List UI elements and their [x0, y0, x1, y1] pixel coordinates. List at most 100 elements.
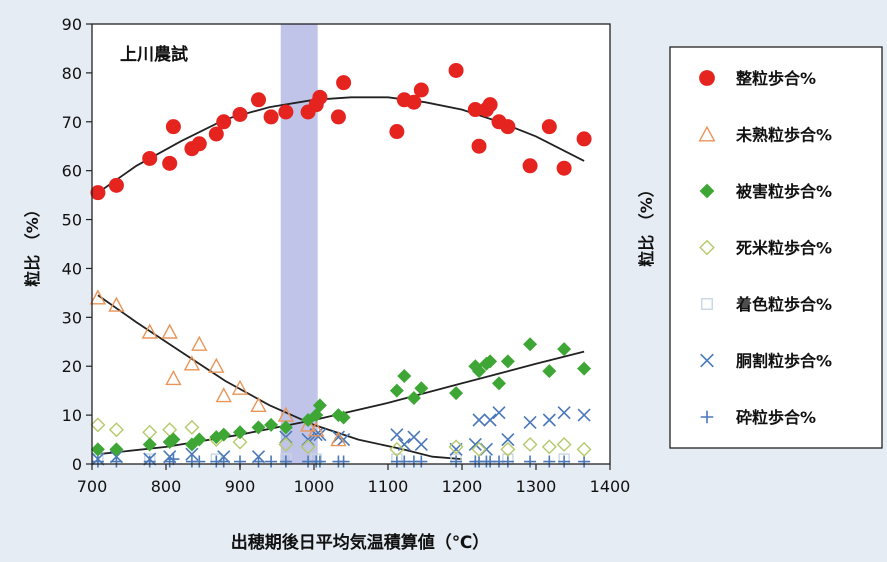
data-point [541, 119, 557, 135]
data-point [166, 432, 181, 447]
data-point [161, 323, 178, 339]
data-point [467, 102, 483, 118]
data-point [450, 455, 463, 468]
data-point [336, 410, 351, 425]
annotation-label: 上川農試 [120, 44, 188, 65]
data-point [471, 441, 487, 457]
data-point [500, 119, 516, 135]
data-point [183, 355, 201, 371]
data-point [472, 413, 486, 427]
data-point [90, 442, 105, 457]
data-point [389, 383, 404, 398]
y-tick-label: 40 [62, 259, 82, 278]
data-point [278, 436, 294, 452]
data-point [522, 158, 538, 174]
data-point [522, 436, 538, 452]
data-point [578, 455, 591, 468]
data-point [415, 455, 428, 468]
data-point [191, 136, 207, 152]
legend-label: 未熟粒歩合% [735, 126, 832, 145]
y-tick-label: 50 [62, 211, 82, 230]
data-point [500, 441, 516, 457]
x-tick-label: 1000 [294, 477, 335, 496]
plot-frame [91, 23, 611, 465]
data-point [91, 455, 104, 468]
legend-item: 砕粒歩合% [700, 408, 816, 427]
data-point [232, 106, 248, 122]
data-point [414, 437, 428, 452]
data-point [264, 417, 279, 432]
data-point [143, 455, 156, 468]
data-point [482, 97, 498, 113]
y-axis-title-left: 粒比 （%） [23, 201, 42, 287]
y-tick-label: 20 [62, 357, 82, 376]
data-point [141, 323, 158, 339]
data-point [556, 436, 572, 452]
data-point [542, 364, 557, 379]
data-point [108, 296, 125, 312]
data-point [90, 417, 106, 433]
legend-item: 死米粒歩合% [699, 239, 832, 258]
data-point [312, 89, 328, 105]
data-point [448, 62, 464, 78]
data-point [313, 428, 327, 442]
data-point [208, 126, 224, 142]
data-point [279, 455, 292, 468]
y-tick-label: 30 [62, 308, 82, 327]
data-point [251, 92, 266, 108]
legend-marker [699, 239, 715, 256]
data-point [109, 442, 124, 457]
data-point [557, 406, 571, 420]
data-point [251, 450, 266, 464]
y-axis-title-right: 粒比 （%） [637, 181, 656, 267]
data-point [472, 364, 487, 379]
data-point [500, 354, 515, 369]
series-2 [90, 337, 592, 457]
data-point [523, 337, 538, 352]
legend-marker [699, 70, 715, 86]
data-point [299, 416, 317, 432]
legend-item: 未熟粒歩合% [698, 126, 832, 145]
data-point [413, 82, 429, 98]
data-point [109, 450, 123, 464]
x-axis-title: 出穂期後日平均気温積算値（℃） [231, 532, 490, 553]
data-point [542, 413, 556, 427]
legend-marker [700, 353, 714, 368]
data-point [557, 342, 572, 357]
data-point [483, 354, 498, 369]
legend-label: 死米粒歩合% [736, 239, 832, 258]
data-point [501, 455, 514, 468]
data-point [330, 109, 346, 125]
data-point [397, 437, 411, 452]
data-point [193, 455, 206, 468]
data-point [524, 455, 537, 468]
legend-box [669, 46, 883, 449]
series-0 [90, 62, 592, 201]
data-point [308, 421, 325, 437]
data-point [142, 150, 158, 166]
data-point [263, 109, 279, 125]
data-point [250, 396, 267, 413]
legend-item: 被害粒歩合% [699, 182, 832, 201]
data-point [336, 75, 352, 91]
data-point [448, 439, 464, 455]
data-point [142, 437, 157, 452]
y-tick-label: 70 [62, 113, 82, 132]
data-point [449, 386, 464, 401]
data-point [558, 455, 571, 468]
data-point [89, 289, 107, 305]
data-point [414, 381, 429, 396]
legend-marker [701, 298, 713, 310]
highlight-band [280, 24, 318, 464]
data-point [191, 335, 208, 351]
data-point [251, 420, 266, 435]
data-point [143, 452, 157, 466]
data-point [337, 455, 350, 468]
legend-label: 整粒歩合% [735, 69, 816, 88]
data-point [390, 428, 404, 442]
data-point [577, 361, 592, 376]
data-point [165, 369, 182, 386]
data-point [576, 131, 592, 147]
